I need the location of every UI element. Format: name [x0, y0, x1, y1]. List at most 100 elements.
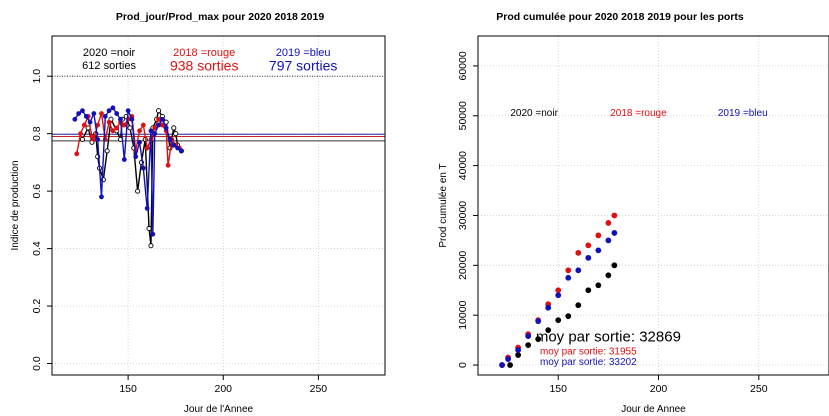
data-point — [72, 116, 78, 122]
x-tick-label: 150 — [549, 383, 567, 395]
data-point — [173, 131, 179, 137]
data-point — [171, 142, 177, 148]
data-point — [146, 225, 152, 232]
data-point — [611, 230, 618, 236]
data-point — [121, 157, 127, 162]
plot-frame — [51, 35, 386, 376]
data-point — [525, 342, 532, 348]
data-point — [515, 352, 522, 358]
data-point — [83, 114, 89, 119]
data-point — [171, 125, 177, 131]
annotation-label: moy par sortie: 31955 — [540, 347, 637, 358]
data-point — [515, 347, 522, 353]
series-3 — [499, 230, 618, 368]
data-point — [165, 162, 171, 168]
data-point — [76, 111, 82, 116]
data-point — [555, 287, 562, 294]
data-point — [91, 111, 97, 116]
plot-frame — [477, 35, 829, 376]
data-point — [575, 249, 582, 256]
data-point — [575, 267, 582, 274]
data-point — [507, 362, 513, 368]
data-point — [106, 108, 112, 114]
y-tick-label: 40000 — [457, 151, 469, 180]
x-tick-label: 250 — [310, 383, 328, 395]
data-point — [152, 131, 158, 137]
data-point — [156, 122, 161, 128]
x-tick-label: 250 — [750, 383, 768, 395]
data-point — [144, 205, 150, 211]
data-point — [555, 292, 562, 299]
data-point — [156, 108, 162, 114]
y-tick-label: 0 — [457, 362, 469, 368]
data-point — [595, 282, 602, 289]
data-point — [575, 302, 582, 309]
data-point — [104, 148, 110, 154]
series-1 — [507, 262, 618, 368]
data-point — [555, 317, 562, 324]
data-point — [505, 356, 511, 362]
x-tick-label: 200 — [650, 383, 668, 395]
chart-panel-2: Prod cumulée pour 2020 2018 2019 pour le… — [438, 11, 829, 415]
data-point — [545, 327, 552, 334]
x-axis-label: Jour de Annee — [621, 404, 686, 415]
data-point — [163, 125, 169, 131]
data-point — [178, 148, 184, 154]
data-point — [144, 145, 150, 151]
data-point — [78, 131, 83, 137]
data-point — [79, 136, 85, 142]
data-point — [95, 137, 101, 142]
y-tick-label: 0.0 — [31, 356, 43, 371]
data-point — [110, 105, 116, 111]
data-point — [585, 254, 592, 261]
data-point — [74, 151, 80, 157]
annotation-label: moy par sortie: 32869 — [536, 329, 681, 346]
data-point — [565, 267, 572, 274]
x-axis-label: Jour de l'Annee — [184, 404, 254, 415]
data-point — [167, 137, 173, 142]
data-point — [148, 243, 154, 249]
data-point — [102, 114, 108, 119]
annotation-label: 938 sorties — [170, 57, 238, 73]
data-point — [129, 116, 135, 122]
y-tick-label: 1.0 — [31, 69, 43, 84]
annotation-label: 2020 =noir — [510, 108, 558, 119]
data-point — [535, 336, 542, 343]
data-point — [125, 108, 131, 114]
data-point — [605, 272, 612, 279]
data-point — [114, 125, 120, 131]
y-axis-label: Indice de production — [10, 160, 21, 250]
data-point — [81, 122, 87, 128]
chart-panel-1: Prod_jour/Prod_max pour 2020 2018 2019 15… — [10, 11, 386, 415]
annotation-label: moy par sortie: 33202 — [540, 357, 637, 368]
y-tick-label: 20000 — [457, 251, 469, 280]
data-point — [159, 116, 165, 122]
data-point — [137, 139, 142, 145]
data-point — [535, 318, 542, 325]
data-point — [121, 122, 127, 128]
data-point — [499, 362, 505, 368]
data-point — [110, 128, 116, 134]
annotation-label: 2019 =bleu — [276, 47, 331, 59]
data-point — [175, 145, 180, 151]
data-point — [148, 128, 154, 134]
y-axis-label: Prod cumulée en T — [438, 163, 449, 247]
y-tick-label: 0.4 — [31, 241, 43, 256]
annotation-label: 2018 =rouge — [610, 108, 667, 119]
annotation-label: 797 sorties — [269, 57, 337, 73]
annotation-label: 2019 =bleu — [718, 108, 768, 119]
chart-title: Prod_jour/Prod_max pour 2020 2018 2019 — [116, 11, 325, 23]
annotation-label: 2018 =rouge — [173, 47, 235, 59]
data-point — [611, 212, 618, 219]
y-tick-label: 0.2 — [31, 299, 43, 314]
data-point — [99, 194, 104, 200]
annotation-label: 612 sorties — [82, 60, 136, 72]
data-point — [137, 128, 142, 134]
data-point — [99, 111, 104, 116]
y-tick-label: 30000 — [457, 201, 469, 230]
annotation-label: 2020 =noir — [83, 47, 136, 59]
data-point — [140, 122, 146, 128]
series-3 — [72, 105, 184, 237]
y-tick-label: 10000 — [457, 300, 469, 329]
